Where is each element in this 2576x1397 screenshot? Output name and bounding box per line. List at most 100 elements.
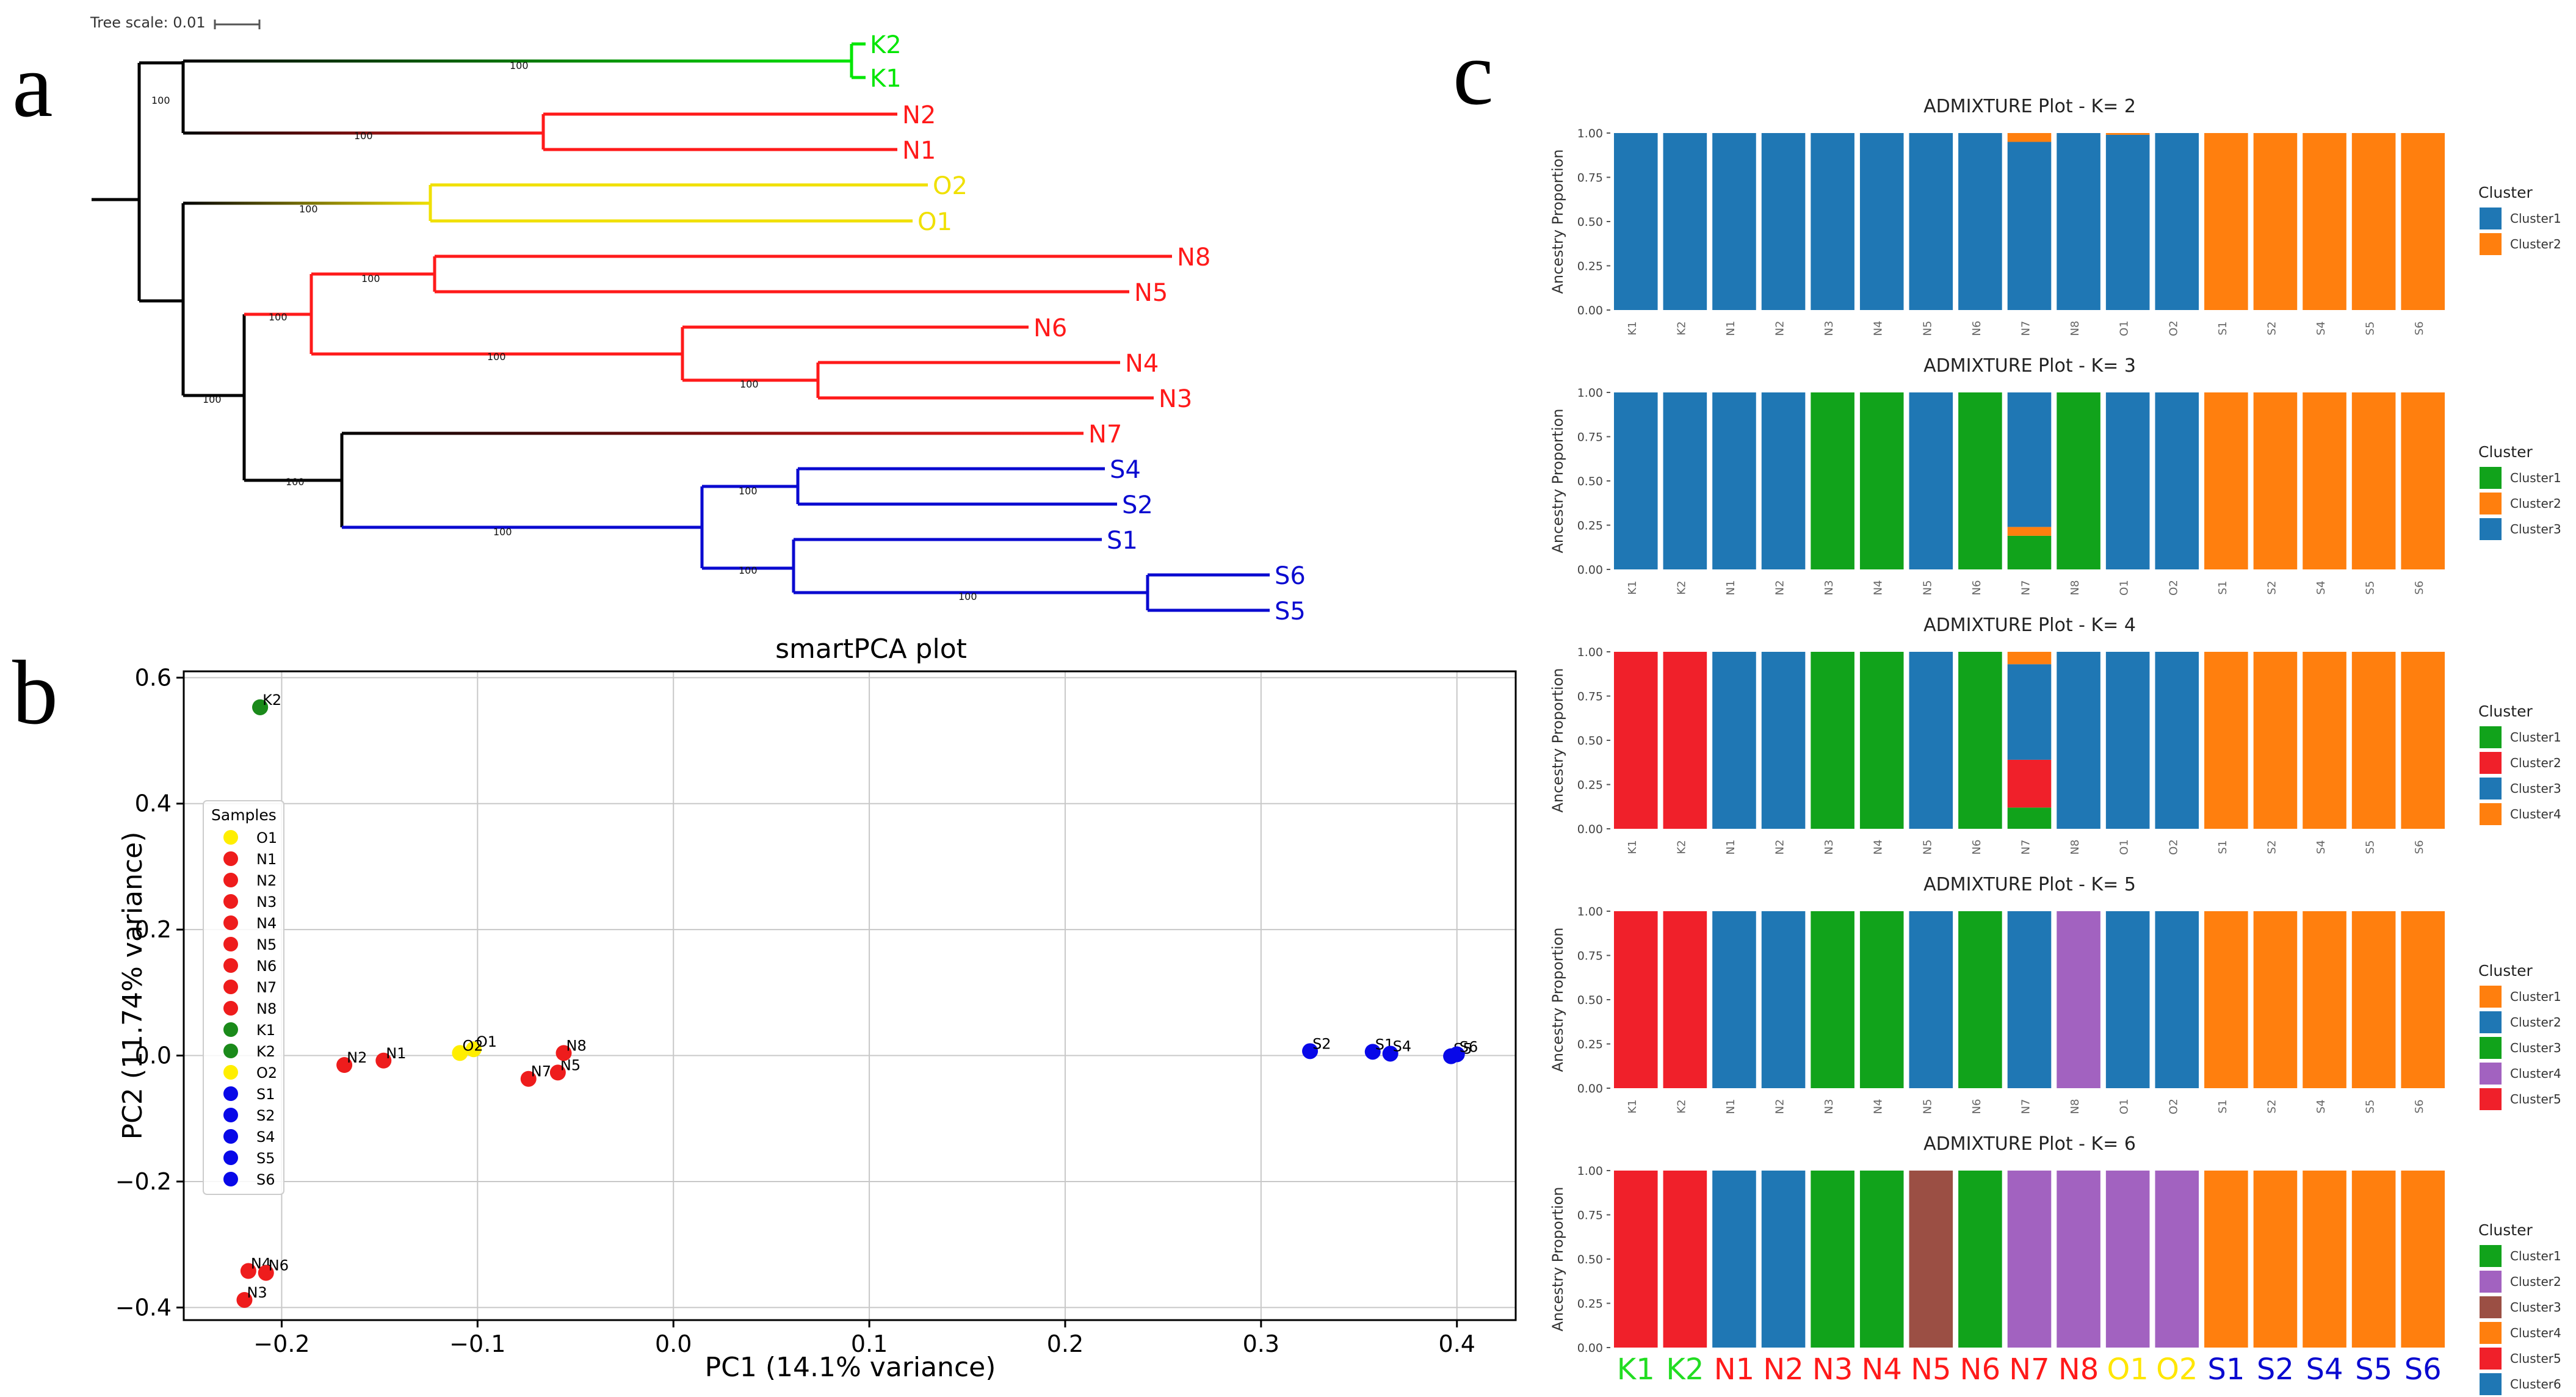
admixture-bar-segment (1663, 133, 1707, 310)
admixture-category-label: S5 (2364, 581, 2377, 595)
admixture-bar-segment (2351, 133, 2396, 310)
admixture-bar-segment (1614, 133, 1658, 310)
admixture-bar-segment (2204, 133, 2248, 310)
pca-legend-marker (223, 894, 238, 909)
admixture-title: ADMIXTURE Plot - K= 4 (1923, 615, 2136, 636)
admixture-title: ADMIXTURE Plot - K= 3 (1923, 355, 2136, 377)
tree-tip-label-s2: S2 (1122, 491, 1153, 519)
admixture-category-label: S2 (2265, 322, 2278, 336)
admixture-category-label: N4 (1872, 580, 1885, 596)
admixture-legend-title: Cluster (2478, 962, 2533, 980)
pca-legend-marker (223, 1108, 238, 1122)
tree-tip-label-n2: N2 (902, 101, 936, 129)
pca-frame (183, 670, 1517, 1321)
admixture-title: ADMIXTURE Plot - K= 2 (1923, 96, 2136, 117)
admixture-bar-segment (2401, 133, 2445, 310)
tree-bootstrap-labels: 100 100 100 100 100 100 100 100 100 100 100 100 100 1… (151, 60, 977, 602)
admixture-category-label: N5 (1921, 1099, 1934, 1114)
pca-legend-marker (223, 1044, 238, 1058)
admixture-bar-segment (2057, 1171, 2100, 1348)
pca-legend-entry: O2 (256, 1064, 277, 1081)
admixture-bar-segment (1811, 911, 1854, 1088)
admixture-bar-segment (2155, 1171, 2199, 1348)
tree-tip-label-n8: N8 (1177, 244, 1210, 272)
admixture-category-label: N7 (2020, 580, 2033, 596)
admixture-legend-swatch (2480, 233, 2502, 255)
tree-tip-label-n6: N6 (1033, 314, 1067, 342)
tree-bootstrap-label: 100 (739, 485, 758, 497)
admixture-bar-segment (2303, 133, 2346, 310)
pca-ytick-label: −0.4 (115, 1294, 172, 1321)
admixture-category-label: S6 (2413, 581, 2426, 595)
admixture-category-label: N4 (1862, 1352, 1902, 1387)
pca-x-axis-label: PC1 (14.1% variance) (705, 1352, 996, 1383)
admixture-category-label: N5 (1921, 321, 1934, 336)
admixture-legend-entry: Cluster2 (2510, 237, 2561, 251)
admixture-bar-segment (1712, 911, 1756, 1088)
admixture-category-label: N6 (1970, 1099, 1983, 1114)
tree-bootstrap-label: 100 (740, 378, 759, 390)
admixture-category-label: S1 (2216, 322, 2229, 336)
pca-legend-entry: K2 (256, 1043, 275, 1060)
admixture-legend-swatch (2480, 1088, 2502, 1110)
pca-legend-entry: N5 (256, 936, 277, 953)
tree-tip-label-o1: O1 (917, 208, 952, 236)
admixture-category-label: K2 (1675, 580, 1688, 594)
pca-point-s1 (1364, 1044, 1381, 1060)
admixture-bar-segment (1909, 652, 1953, 829)
admixture-ytick-label: 0.75 (1577, 1209, 1603, 1222)
admixture-category-label: S4 (2315, 840, 2328, 854)
admixture-bar-segment (2007, 392, 2052, 527)
admixture-category-label: K1 (1617, 1352, 1655, 1387)
pca-ytick-label: −0.2 (115, 1168, 172, 1195)
pca-point-label: N8 (566, 1037, 587, 1054)
pca-legend-marker (223, 851, 238, 866)
admixture-legend-swatch (2480, 778, 2502, 800)
pca-plot: smartPCA plot −0.2 −0.1 0.0 0.1 0.2 0.3 0.4−0.… (115, 634, 1517, 1383)
admixture-bar-segment (1958, 652, 2002, 829)
admixture-category-label: S5 (2364, 1100, 2377, 1114)
admixture-legend-swatch (2480, 1011, 2502, 1033)
admixture-bar-segment (2303, 652, 2346, 829)
admixture-bar-segment (2007, 759, 2052, 808)
admixture-bar-segment (2057, 133, 2100, 310)
admixture-bar-segment (2204, 392, 2248, 569)
admixture-category-label: O1 (2118, 320, 2131, 336)
tree-tip-label-n3: N3 (1159, 385, 1192, 413)
pca-point-o1 (465, 1041, 482, 1058)
admixture-category-label: K1 (1626, 1099, 1639, 1113)
admixture-category-label: N2 (1774, 321, 1787, 336)
tree-bootstrap-label: 100 (958, 591, 977, 602)
admixture-legend-title: Cluster (2478, 1221, 2533, 1239)
admixture-category-label: N2 (1763, 1352, 1803, 1387)
admixture-bar-segment (2401, 1171, 2445, 1348)
admixture-category-label: S4 (2315, 581, 2328, 595)
tree-branch-n12 (183, 131, 543, 135)
admixture-category-label: N7 (2020, 1099, 2033, 1114)
admixture-legend-entry: Cluster3 (2510, 522, 2561, 536)
admixture-legend-swatch (2480, 1063, 2502, 1085)
pca-legend-marker (223, 1086, 238, 1101)
admixture-legend-swatch (2480, 986, 2502, 1008)
admixture-ytick-label: 0.50 (1577, 215, 1603, 229)
pca-point-label: N2 (347, 1049, 367, 1066)
pca-point-label: N7 (531, 1063, 551, 1080)
admixture-category-label: K2 (1675, 1099, 1688, 1113)
pca-legend-entry: S1 (256, 1086, 275, 1103)
admixture-bar-segment (2155, 392, 2199, 569)
pca-point-n7 (520, 1070, 537, 1087)
admixture-category-label: N1 (1724, 1099, 1737, 1114)
pca-grid (184, 671, 1516, 1320)
pca-legend-marker (223, 1129, 238, 1144)
admixture-legend-entry: Cluster2 (2510, 1015, 2561, 1030)
admixture-y-axis-label: Ancestry Proportion (1549, 408, 1566, 553)
admixture-ytick-label: 0.00 (1577, 563, 1603, 577)
pca-xtick-label: −0.2 (253, 1330, 309, 1357)
admixture-legend-entry: Cluster5 (2510, 1351, 2561, 1366)
admixture-category-label: N8 (2069, 321, 2082, 336)
admixture-y-axis-label: Ancestry Proportion (1549, 668, 1566, 812)
admixture-y-axis-label: Ancestry Proportion (1549, 149, 1566, 294)
